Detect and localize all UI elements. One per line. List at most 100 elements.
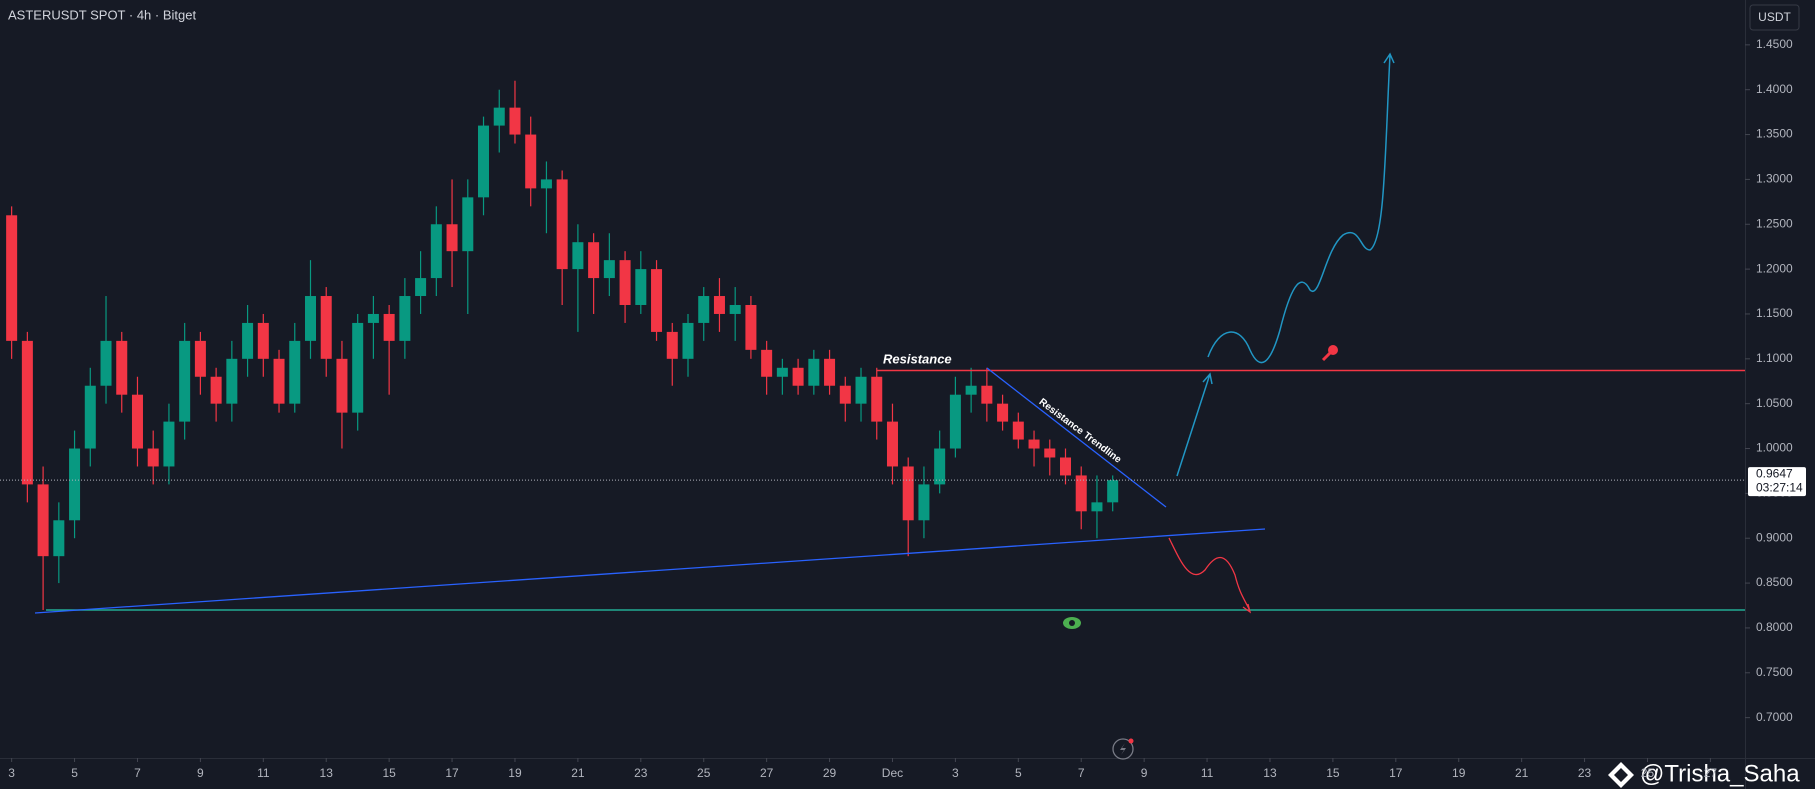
candle-body xyxy=(871,376,883,422)
x-tick-label: 7 xyxy=(134,766,141,780)
eye-icon xyxy=(1063,617,1081,629)
x-tick-label: 17 xyxy=(1389,766,1403,780)
candle-body xyxy=(100,340,112,386)
plot-area xyxy=(6,80,1119,610)
x-tick-label: 27 xyxy=(1704,766,1718,780)
candle-body xyxy=(336,358,348,413)
y-tick-label: 0.8000 xyxy=(1756,620,1793,634)
candle-body xyxy=(273,358,285,404)
chart-title: ASTERUSDT SPOT · 4h · Bitget xyxy=(8,7,196,22)
last-price-label: 0.9647 xyxy=(1756,466,1793,480)
candle-body xyxy=(6,215,18,341)
y-tick-label: 0.7500 xyxy=(1756,665,1793,679)
candle-body xyxy=(21,340,33,485)
candle-body xyxy=(1091,502,1103,512)
x-tick-label: 7 xyxy=(1078,766,1085,780)
candle-body xyxy=(902,466,914,521)
rising-trendline xyxy=(34,528,1266,614)
candle-body xyxy=(210,376,222,404)
candle-body xyxy=(1059,457,1072,476)
candle-body xyxy=(116,340,128,395)
x-tick-label: 13 xyxy=(320,766,334,780)
resistance-label: Resistance xyxy=(883,351,952,366)
y-tick-label: 1.2500 xyxy=(1756,216,1793,230)
x-tick-label: 29 xyxy=(823,766,837,780)
y-tick-label: 1.1000 xyxy=(1756,351,1793,365)
currency-button[interactable] xyxy=(1749,4,1800,31)
y-tick-label: 0.8500 xyxy=(1756,575,1793,589)
candle-body xyxy=(776,367,788,377)
countdown-label: 03:27:14 xyxy=(1756,480,1803,494)
candle-body xyxy=(934,448,946,485)
x-tick-label: 5 xyxy=(71,766,78,780)
candle-body xyxy=(588,242,600,279)
y-tick-label: 1.0000 xyxy=(1756,441,1793,455)
candle-body xyxy=(918,484,930,521)
y-tick-label: 1.4500 xyxy=(1756,37,1793,51)
candle-body xyxy=(886,421,898,467)
x-tick-label: 21 xyxy=(1515,766,1529,780)
candle-body xyxy=(682,322,694,359)
candle-body xyxy=(761,349,773,377)
candle-body xyxy=(525,134,537,189)
bearish-path xyxy=(1168,537,1252,614)
x-tick-label: 11 xyxy=(257,766,270,780)
candle-body xyxy=(839,385,851,404)
candle-body xyxy=(556,179,568,270)
candle-body xyxy=(179,340,191,422)
y-tick-label: 1.2000 xyxy=(1756,261,1793,275)
candle-body xyxy=(257,322,269,359)
lightning-icon xyxy=(1112,738,1134,760)
y-tick-label: 1.4000 xyxy=(1756,82,1793,96)
candle-body xyxy=(478,125,490,198)
x-tick-label: 23 xyxy=(1578,766,1592,780)
candle-body xyxy=(415,278,427,297)
candle-body xyxy=(462,197,474,252)
candle-body xyxy=(37,484,49,557)
candle-body xyxy=(131,394,143,449)
candle-body xyxy=(1012,421,1024,440)
x-tick-label: 15 xyxy=(382,766,396,780)
last-price-box xyxy=(1748,467,1806,497)
up-arrow xyxy=(1176,372,1213,477)
x-tick-label: Dec xyxy=(882,766,903,780)
candle-body xyxy=(194,340,206,377)
candle-body xyxy=(572,242,584,270)
candle-body xyxy=(399,296,411,341)
candle-body xyxy=(698,296,710,323)
candle-body xyxy=(824,358,836,386)
candle-body xyxy=(367,313,379,323)
bullish-path xyxy=(1207,52,1395,364)
candle-body xyxy=(1107,480,1119,503)
candle-body xyxy=(1075,475,1087,512)
y-tick-label: 1.3500 xyxy=(1756,127,1793,141)
x-tick-label: 27 xyxy=(760,766,774,780)
candle-body xyxy=(509,107,521,135)
candle-body xyxy=(383,313,395,341)
x-tick-label: 13 xyxy=(1263,766,1277,780)
watermark: @Trisha_Saha xyxy=(1640,760,1800,787)
candle-body xyxy=(981,385,993,404)
candle-body xyxy=(949,394,961,449)
x-tick-label: 9 xyxy=(1141,766,1148,780)
x-tick-label: 23 xyxy=(634,766,648,780)
x-tick-label: 19 xyxy=(1452,766,1466,780)
y-tick-label: 1.3000 xyxy=(1756,172,1793,186)
candle-body xyxy=(430,224,442,279)
candle-body xyxy=(289,340,301,404)
y-tick-label: 1.0500 xyxy=(1756,396,1793,410)
currency-label[interactable]: USDT xyxy=(1758,10,1791,24)
candle-body xyxy=(603,260,615,279)
candle-body xyxy=(1044,448,1056,458)
candle-body xyxy=(619,260,631,305)
resistance-trendline xyxy=(986,367,1167,508)
x-tick-label: 21 xyxy=(571,766,585,780)
candle-body xyxy=(163,421,175,467)
candle-body xyxy=(965,385,977,395)
y-tick-label: 0.7000 xyxy=(1756,710,1793,724)
candle-body xyxy=(446,224,458,252)
watermark-logo xyxy=(1608,762,1634,788)
